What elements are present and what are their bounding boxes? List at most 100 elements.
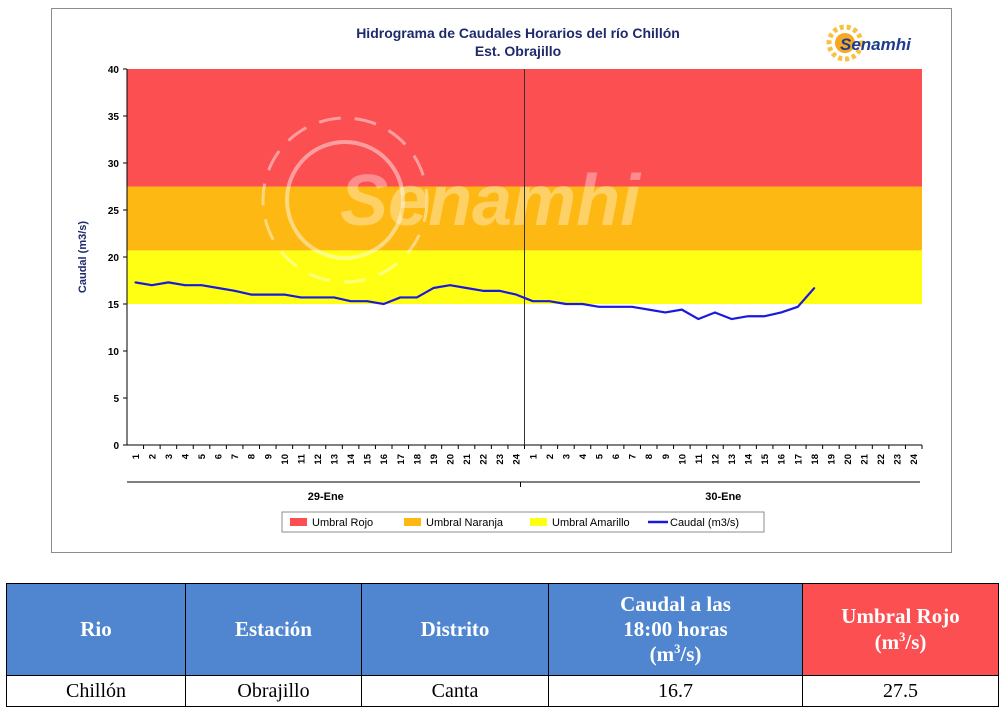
- x-tick-label: 7: [230, 454, 241, 459]
- day-label: 29-Ene: [308, 491, 344, 503]
- caudal-point: [382, 303, 385, 305]
- cell-rio: Chillón: [6, 675, 186, 707]
- legend-label: Umbral Amarillo: [552, 517, 630, 529]
- x-tick-label: 1: [528, 453, 539, 459]
- header-caudal-unit-end: /s): [680, 642, 702, 667]
- x-tick-label: 23: [893, 454, 904, 465]
- caudal-point: [200, 284, 203, 287]
- x-tick-label: 13: [727, 454, 738, 465]
- caudal-point: [217, 287, 219, 289]
- x-tick-label: 12: [313, 454, 324, 465]
- legend-box: [281, 511, 765, 533]
- x-tick-label: 5: [595, 453, 606, 459]
- x-tick-label: 11: [296, 453, 307, 464]
- table-row: Chillón Obrajillo Canta 16.7 27.5: [6, 675, 999, 707]
- x-tick-label: 9: [263, 454, 274, 459]
- caudal-point: [631, 305, 634, 308]
- header-umbral-unit-end: /s): [905, 629, 927, 654]
- caudal-point: [134, 281, 137, 284]
- x-tick-label: 22: [876, 454, 887, 465]
- cell-caudal: 16.7: [548, 675, 803, 707]
- caudal-point: [432, 287, 435, 289]
- header-rio: Rio: [6, 583, 186, 676]
- x-tick-label: 6: [214, 454, 225, 459]
- y-tick-label: 25: [108, 206, 120, 217]
- header-estacion-label: Estación: [234, 616, 312, 641]
- caudal-point: [465, 287, 468, 289]
- header-estacion: Estación: [185, 583, 362, 676]
- header-umbral-line1: Umbral Rojo: [841, 604, 960, 629]
- caudal-point: [515, 293, 518, 296]
- x-tick-label: 7: [628, 454, 639, 459]
- legend-label: Umbral Rojo: [312, 517, 373, 529]
- caudal-point: [349, 300, 352, 303]
- x-tick-label: 21: [860, 453, 871, 464]
- caudal-point: [730, 318, 733, 320]
- x-tick-label: 20: [445, 454, 456, 465]
- summary-header-row: Rio Estación Distrito Caudal a las 18:00…: [6, 583, 999, 676]
- summary-table: Rio Estación Distrito Caudal a las 18:00…: [6, 583, 999, 707]
- day-label: 30-Ene: [705, 491, 741, 503]
- x-tick-label: 23: [495, 454, 506, 465]
- caudal-point: [614, 305, 617, 308]
- x-tick-label: 24: [512, 453, 523, 464]
- y-tick-label: 15: [108, 300, 120, 311]
- header-umbral-rojo: Umbral Rojo (m3/s): [802, 583, 999, 676]
- caudal-point: [813, 287, 816, 289]
- x-tick-label: 2: [147, 454, 158, 459]
- caudal-point: [415, 296, 418, 299]
- caudal-point: [581, 303, 584, 305]
- caudal-point: [333, 296, 335, 299]
- caudal-line: [135, 281, 816, 321]
- caudal-point: [498, 289, 501, 292]
- caudal-point: [233, 289, 236, 292]
- legend-swatch: [530, 518, 547, 526]
- x-tick-label: 19: [826, 454, 837, 465]
- x-tick-label: 21: [462, 453, 473, 464]
- x-tick-label: 24: [909, 453, 920, 464]
- caudal-point: [697, 318, 700, 320]
- y-tick-label: 20: [108, 253, 120, 264]
- x-tick-label: 11: [694, 453, 705, 464]
- x-tick-label: 18: [412, 454, 423, 465]
- x-tick-label: 9: [661, 454, 672, 459]
- caudal-point: [300, 296, 302, 299]
- legend-swatch: [404, 518, 421, 526]
- x-tick-label: 20: [843, 454, 854, 465]
- x-tick-label: 8: [644, 454, 655, 459]
- caudal-point: [266, 293, 269, 296]
- x-tick-label: 16: [777, 454, 788, 465]
- x-tick-label: 4: [180, 453, 191, 459]
- watermark: Senamhi: [261, 116, 642, 284]
- caudal-point: [283, 293, 286, 296]
- watermark-sun-icon: [261, 116, 429, 284]
- header-umbral-unit-sup: 3: [899, 629, 906, 644]
- series: [134, 281, 816, 321]
- cell-distrito: Canta: [361, 675, 549, 707]
- x-tick-label: 15: [760, 453, 771, 464]
- caudal-point: [548, 300, 551, 303]
- caudal-point: [763, 315, 766, 318]
- y-tick-label: 35: [108, 112, 120, 123]
- caudal-point: [184, 284, 186, 287]
- caudal-point: [747, 315, 749, 318]
- x-tick-label: 18: [810, 454, 821, 465]
- caudal-point: [647, 308, 650, 311]
- header-caudal-line1: Caudal a las: [620, 591, 731, 616]
- logo-text: Senamhi: [840, 35, 912, 54]
- y-axis-label: Caudal (m3/s): [77, 221, 89, 293]
- chart-title: Hidrograma de Caudales Horarios del río …: [356, 25, 680, 41]
- caudal-point: [531, 300, 534, 303]
- caudal-point: [366, 300, 369, 303]
- header-caudal-unit-sup: 3: [674, 642, 681, 657]
- caudal-point: [167, 281, 170, 284]
- legend-swatch: [290, 518, 307, 526]
- x-tick-label: 14: [744, 453, 755, 464]
- y-tick-label: 10: [108, 347, 120, 358]
- cell-estacion: Obrajillo: [185, 675, 362, 707]
- header-caudal-unit: (m: [649, 642, 675, 667]
- header-distrito: Distrito: [361, 583, 549, 676]
- x-tick-label: 4: [578, 453, 589, 459]
- legend-label: Caudal (m3/s): [670, 517, 739, 529]
- caudal-point: [482, 289, 484, 292]
